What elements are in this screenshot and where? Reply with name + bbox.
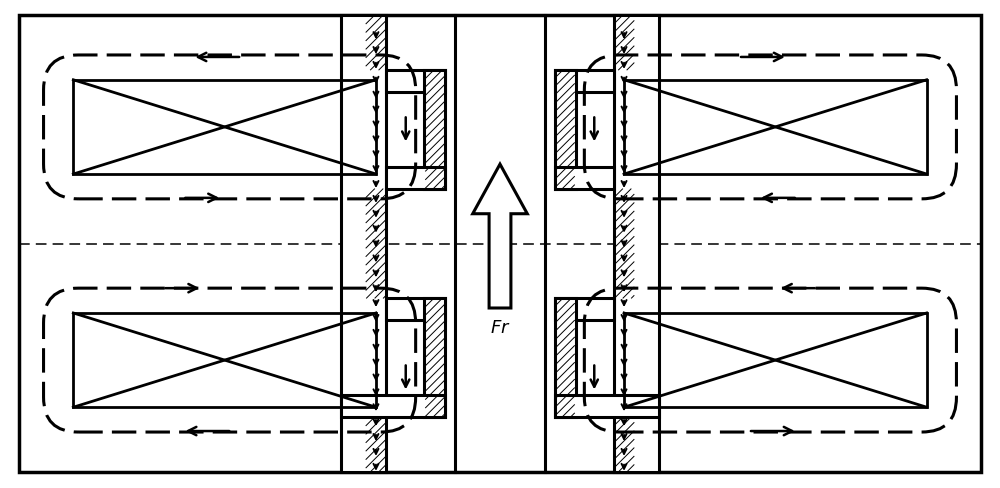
Bar	[386, 299, 445, 320]
Bar	[73, 313, 376, 407]
Bar	[555, 71, 576, 189]
Bar	[386, 168, 445, 189]
Bar	[624, 313, 927, 407]
Bar	[555, 395, 659, 417]
Polygon shape	[473, 165, 527, 308]
Bar	[555, 299, 576, 417]
Bar	[341, 16, 386, 472]
Bar	[555, 168, 614, 189]
Bar	[624, 81, 927, 175]
Bar	[555, 71, 614, 93]
Bar	[341, 395, 445, 417]
Bar	[386, 71, 445, 93]
Bar	[555, 299, 614, 320]
Bar	[424, 299, 445, 417]
Text: $Fr$: $Fr$	[490, 318, 510, 336]
Bar	[73, 81, 376, 175]
Bar	[614, 16, 659, 472]
Bar	[424, 71, 445, 189]
